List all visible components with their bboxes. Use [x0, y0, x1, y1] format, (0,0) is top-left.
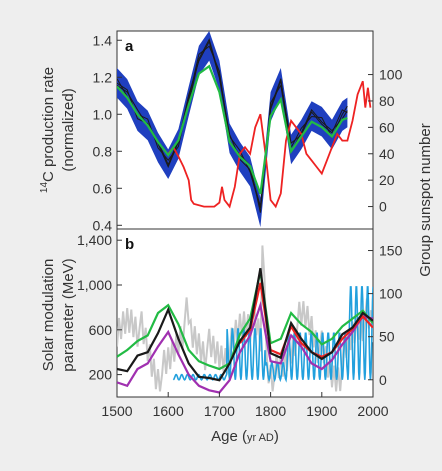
panel-a-ytick-label: 0.8: [93, 143, 113, 159]
panel-a-ylabel-line1: 14C production rate: [39, 67, 57, 193]
panel-a-y2tick-label: 20: [379, 172, 395, 188]
panel-b-right-ticks: 0 50 100 150: [368, 243, 403, 388]
panel-a-y2tick-label: 60: [379, 119, 395, 135]
panel-b-red-series: [239, 282, 373, 358]
x-tick-label: 1900: [306, 403, 337, 419]
panel-b-cyan-series: [172, 286, 373, 383]
panel-a-ytick-label: 1.0: [93, 106, 113, 122]
panel-b-black-series: [117, 268, 373, 382]
right-axis-label: Group sunspot number: [417, 123, 434, 276]
panel-a-ytick-label: 0.4: [93, 217, 113, 233]
panel-b-purple-series: [117, 300, 373, 394]
x-tick-label: 1600: [153, 403, 184, 419]
x-tick-label: 2000: [357, 403, 388, 419]
panel-a-green-series: [117, 64, 348, 195]
panel-a-right-ticks: 0 20 40 60 80 100: [368, 67, 403, 215]
panel-a-ensemble-band: [117, 31, 348, 228]
panel-b-ytick-label: 1,400: [77, 232, 112, 248]
panel-b-y2tick-label: 50: [379, 329, 395, 345]
panel-b-label: b: [125, 236, 134, 253]
x-tick-label: 1700: [204, 403, 235, 419]
x-axis-label: Age (yr AD): [211, 428, 279, 445]
panel-a-ylabel-superscript: 14: [39, 182, 50, 194]
panel-a-plot-area: [117, 31, 372, 228]
panel-a-label: a: [125, 38, 134, 55]
panel-b-green-series: [117, 271, 373, 371]
panel-a-ytick-label: 0.6: [93, 180, 113, 196]
panel-b-y2tick-label: 150: [379, 243, 403, 259]
panel-a-y2tick-label: 100: [379, 67, 403, 83]
panel-b-y2tick-label: 100: [379, 286, 403, 302]
panel-b-y2tick-label: 0: [379, 372, 387, 388]
panel-a-y2tick-label: 40: [379, 146, 395, 162]
panel-a-y2tick-label: 80: [379, 93, 395, 109]
x-tick-label: 1500: [101, 403, 132, 419]
x-tick-label: 1800: [255, 403, 286, 419]
panel-a-red-series: [167, 80, 372, 209]
panel-a-ylabel-line2: (normalized): [60, 88, 77, 171]
panel-a: a 0.4 0.6 0.8 1.0 1.2 1.4 0 20 40 60 80 100: [93, 30, 403, 233]
panel-b-ytick-label: 1,000: [77, 277, 112, 293]
x-axis-ticks: 1500 1600 1700 1800 1900 2000: [101, 392, 389, 419]
panel-b-left-ticks: 200 600 1,000 1,400: [77, 232, 122, 383]
panel-a-left-ticks: 0.4 0.6 0.8 1.0 1.2 1.4: [93, 32, 122, 233]
panel-a-y2tick-label: 0: [379, 199, 387, 215]
panel-b-ytick-label: 200: [89, 367, 113, 383]
panel-b-ylabel-line1: Solar modulation: [40, 259, 57, 372]
panel-b-ytick-label: 600: [89, 322, 113, 338]
x-axis-unit: yr AD: [247, 432, 274, 444]
panel-b: b 200 600 1,000 1,400 0 50 100 150: [77, 228, 403, 398]
panel-b-ylabel-line2: parameter (MeV): [60, 258, 77, 371]
panel-b-plot-area: [117, 245, 373, 394]
panel-a-ytick-label: 1.4: [93, 32, 113, 48]
panel-a-ytick-label: 1.2: [93, 69, 113, 85]
